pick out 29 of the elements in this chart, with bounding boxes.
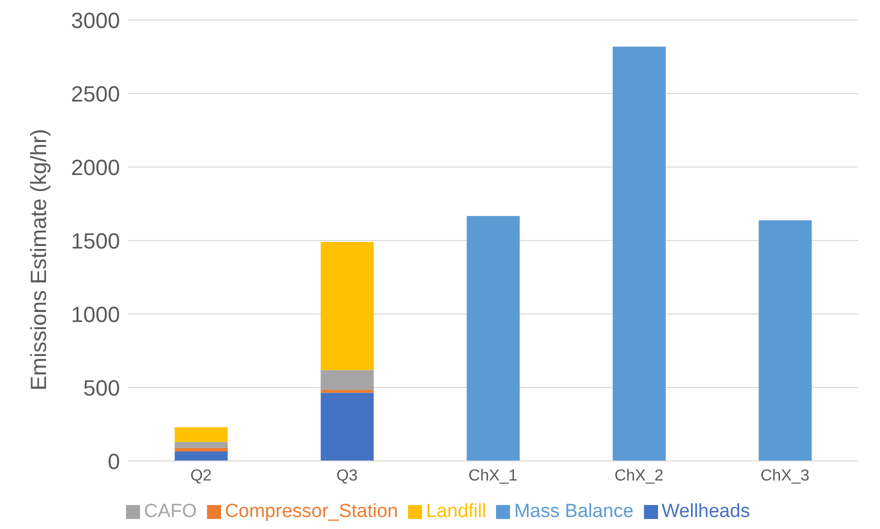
- y-tick-label: 1000: [71, 302, 120, 327]
- legend-label: Landfill: [426, 501, 486, 522]
- x-tick-label: Q3: [336, 467, 358, 484]
- y-tick-label: 500: [83, 375, 120, 400]
- bar: [174, 451, 228, 461]
- bar: [320, 392, 374, 461]
- bar: [466, 216, 520, 461]
- y-tick-label: 2500: [71, 81, 120, 106]
- bar: [758, 220, 812, 461]
- legend-label: Mass Balance: [514, 501, 634, 522]
- x-tick-label: ChX_1: [468, 467, 518, 484]
- x-tick-label: ChX_3: [760, 467, 810, 484]
- bar: [320, 390, 374, 393]
- bar: [320, 242, 374, 370]
- bar: [174, 427, 228, 442]
- bar: [320, 370, 374, 390]
- legend-label: CAFO: [144, 501, 197, 522]
- x-tick-label: Q2: [190, 467, 212, 484]
- bar: [174, 448, 228, 452]
- legend-label: Compressor_Station: [224, 501, 398, 522]
- bar: [174, 442, 228, 448]
- y-tick-label: 2000: [71, 154, 120, 180]
- x-tick-label: ChX_2: [614, 467, 664, 484]
- bar: [612, 46, 666, 461]
- legend-label: Wellheads: [662, 501, 750, 522]
- y-tick-label: 0: [108, 448, 120, 474]
- y-axis-title: Emissions Estimate (kg/hr): [26, 128, 51, 390]
- y-tick-label: 1500: [71, 228, 120, 254]
- y-tick-label: 3000: [71, 8, 120, 33]
